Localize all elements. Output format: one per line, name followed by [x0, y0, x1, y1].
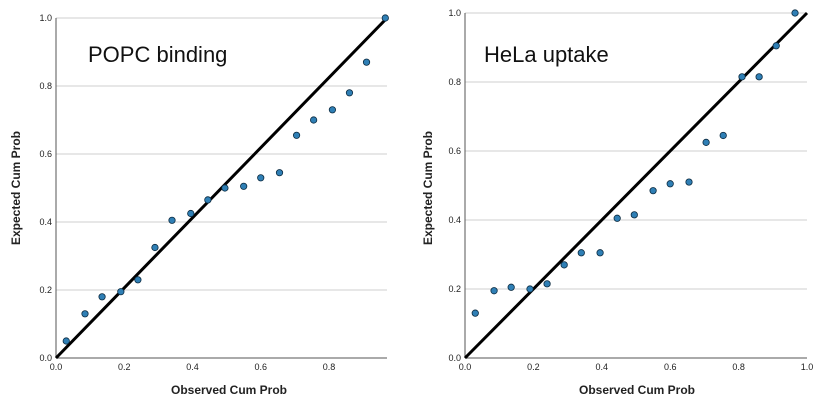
y-tick-label: 0.8: [448, 77, 461, 87]
x-tick-label: 0.2: [118, 362, 131, 372]
x-tick-label: 1.0: [801, 362, 814, 372]
data-points: [471, 9, 799, 317]
x-tick-label: 0.4: [186, 362, 199, 372]
x-tick-labels: 0.0 0.2 0.4 0.6 0.8 1.0: [459, 362, 814, 372]
x-axis-title: Observed Cum Prob: [171, 383, 287, 397]
x-tick-label: 0.0: [459, 362, 472, 372]
data-point: [151, 243, 159, 252]
data-point: [292, 131, 301, 139]
data-point: [221, 184, 229, 192]
data-point: [666, 180, 674, 188]
grid-lines: [465, 12, 807, 290]
x-tick-label: 0.8: [732, 362, 745, 372]
data-point: [738, 73, 746, 81]
x-tick-label: 0.6: [664, 362, 677, 372]
y-axis-title: Expected Cum Prob: [9, 131, 23, 245]
data-point: [345, 89, 354, 97]
y-tick-label: 1.0: [39, 13, 52, 23]
y-tick-labels: 0.0 0.2 0.4 0.6 0.8 1.0: [39, 13, 52, 363]
y-tick-label: 0.6: [39, 149, 52, 159]
axes: [464, 13, 807, 359]
y-tick-label: 0.4: [448, 215, 461, 225]
x-tick-labels: 0.0 0.2 0.4 0.6 0.8: [50, 362, 336, 372]
data-point: [490, 287, 498, 295]
grid-lines: [56, 17, 387, 291]
data-point: [560, 261, 568, 269]
x-tick-label: 0.8: [323, 362, 336, 372]
data-point: [507, 283, 515, 291]
data-point: [577, 249, 585, 257]
data-point: [204, 196, 212, 204]
axes: [55, 18, 387, 359]
chart-panel-popc: 0.0 0.2 0.4 0.6 0.8 0.0 0.2 0.4 0.6 0.8 1.0 POPC …: [9, 13, 389, 397]
data-point: [62, 337, 70, 345]
data-point: [791, 9, 799, 17]
data-point: [543, 280, 551, 288]
chart-title: HeLa uptake: [484, 42, 609, 67]
chart-panel-hela: 0.0 0.2 0.4 0.6 0.8 1.0 0.0 0.2 0.4 0.6 0.8 1.0 He…: [421, 8, 813, 397]
data-point: [755, 73, 763, 81]
data-point: [630, 211, 638, 219]
data-point: [257, 174, 265, 182]
x-tick-label: 0.4: [596, 362, 609, 372]
data-points: [62, 14, 389, 345]
x-axis-title: Observed Cum Prob: [579, 383, 695, 397]
y-tick-labels: 0.0 0.2 0.4 0.6 0.8 1.0: [448, 8, 461, 363]
data-point: [362, 58, 371, 66]
y-tick-label: 1.0: [448, 8, 461, 18]
data-point: [275, 169, 284, 177]
reference-line: [463, 11, 809, 360]
data-point: [381, 14, 389, 22]
data-point: [471, 309, 479, 317]
x-tick-label: 0.2: [527, 362, 540, 372]
data-point: [310, 116, 318, 124]
data-point: [134, 276, 142, 284]
y-tick-label: 0.2: [448, 284, 461, 294]
data-point: [168, 216, 176, 224]
y-tick-label: 0.8: [39, 81, 52, 91]
data-point: [98, 293, 106, 301]
data-point: [526, 285, 534, 293]
data-point: [649, 187, 657, 195]
data-point: [81, 310, 89, 318]
data-point: [596, 249, 604, 257]
x-tick-label: 0.0: [50, 362, 63, 372]
data-point: [613, 214, 621, 222]
x-tick-label: 0.6: [254, 362, 267, 372]
data-point: [702, 138, 710, 146]
y-tick-label: 0.0: [448, 353, 461, 363]
data-point: [772, 42, 780, 50]
y-axis-title: Expected Cum Prob: [421, 131, 435, 245]
chart-title: POPC binding: [88, 42, 227, 67]
y-tick-label: 0.4: [39, 217, 52, 227]
data-point: [685, 178, 693, 186]
y-tick-label: 0.2: [39, 285, 52, 295]
data-point: [240, 182, 248, 190]
data-point: [117, 288, 125, 296]
y-tick-label: 0.0: [39, 353, 52, 363]
data-point: [719, 131, 727, 140]
data-point: [187, 209, 195, 218]
y-tick-label: 0.6: [448, 146, 461, 156]
data-point: [328, 106, 337, 114]
